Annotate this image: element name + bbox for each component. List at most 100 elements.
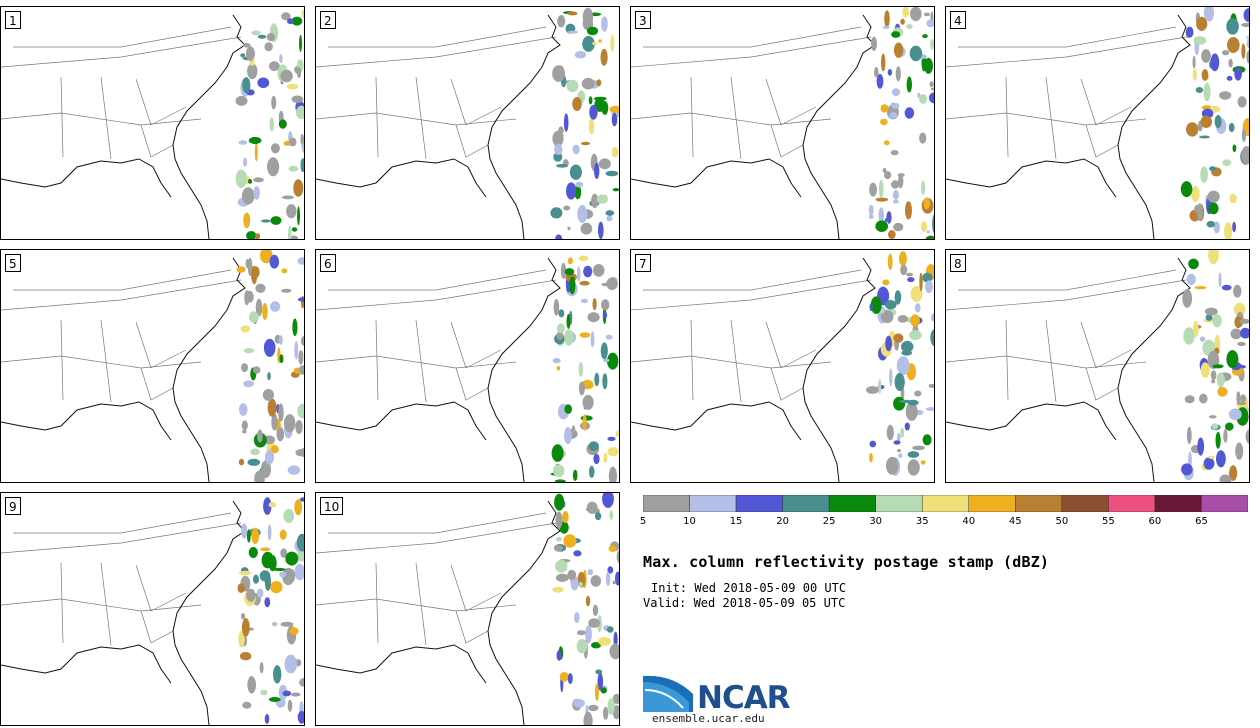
- reflectivity-echo: [572, 469, 578, 481]
- reflectivity-echo: [1246, 50, 1249, 64]
- reflectivity-echo: [588, 618, 600, 628]
- reflectivity-echo: [576, 630, 586, 636]
- reflectivity-echo: [278, 119, 287, 129]
- reflectivity-echo: [1226, 18, 1239, 35]
- reflectivity-echo: [1208, 202, 1219, 215]
- reflectivity-echo: [555, 559, 568, 573]
- reflectivity-echo: [238, 458, 245, 466]
- reflectivity-echo: [298, 365, 304, 375]
- reflectivity-echo: [888, 230, 896, 239]
- reflectivity-echo: [1229, 465, 1238, 481]
- colorbar-tick: 45: [1008, 516, 1022, 527]
- reflectivity-echo: [278, 335, 283, 345]
- reflectivity-echo: [1214, 115, 1222, 129]
- reflectivity-echo: [1199, 135, 1210, 139]
- reflectivity-echo: [587, 312, 600, 323]
- reflectivity-echo: [612, 580, 617, 585]
- reflectivity-echo: [609, 105, 619, 113]
- reflectivity-echo: [271, 95, 277, 110]
- reflectivity-echo: [869, 453, 873, 463]
- reflectivity-echo: [878, 207, 884, 224]
- reflectivity-echo: [280, 69, 293, 83]
- reflectivity-echo: [284, 414, 296, 433]
- coastline: [1, 257, 246, 482]
- reflectivity-echo: [906, 76, 912, 93]
- colorbar-segment: [968, 495, 1016, 512]
- reflectivity-echo: [257, 429, 263, 443]
- reflectivity-echo: [253, 574, 259, 584]
- reflectivity-echo: [566, 314, 571, 329]
- reflectivity-echo: [270, 445, 279, 454]
- panel-label: 8: [950, 254, 966, 272]
- reflectivity-echo: [289, 235, 299, 239]
- figure-title: Max. column reflectivity postage stamp (…: [643, 553, 1050, 571]
- reflectivity-echo: [1212, 314, 1222, 328]
- reflectivity-echo: [555, 573, 569, 582]
- reflectivity-echo: [284, 654, 298, 674]
- reflectivity-echo: [594, 96, 607, 101]
- reflectivity-echo: [553, 152, 563, 162]
- reflectivity-echo: [926, 230, 930, 234]
- reflectivity-echo: [281, 268, 288, 274]
- reflectivity-echo: [869, 182, 877, 197]
- reflectivity-echo: [578, 255, 589, 262]
- reflectivity-echo: [893, 333, 904, 343]
- reflectivity-echo: [900, 427, 905, 439]
- reflectivity-echo: [866, 386, 879, 394]
- reflectivity-echo: [241, 618, 250, 637]
- reflectivity-echo: [868, 214, 874, 219]
- reflectivity-echo: [247, 458, 261, 466]
- reflectivity-echo: [555, 511, 563, 529]
- reflectivity-echo: [1235, 442, 1244, 460]
- reflectivity-echo: [1200, 362, 1210, 378]
- reflectivity-echo: [270, 581, 283, 594]
- map-panel-8: 8: [945, 249, 1250, 483]
- reflectivity-echo: [1237, 341, 1246, 347]
- basemap-9: [1, 497, 304, 725]
- reflectivity-echo: [603, 358, 610, 363]
- reflectivity-echo: [1193, 36, 1207, 45]
- reflectivity-echo: [588, 441, 599, 452]
- reflectivity-echo: [580, 222, 593, 235]
- reflectivity-echo: [601, 16, 608, 32]
- reflectivity-echo: [287, 568, 296, 583]
- reflectivity-echo: [278, 403, 284, 422]
- reflectivity-echo: [572, 97, 582, 111]
- colorbar-segment: [1154, 495, 1202, 512]
- reflectivity-echo: [264, 572, 271, 591]
- reflectivity-echo: [242, 42, 251, 48]
- reflectivity-echo: [583, 711, 593, 725]
- reflectivity-echo: [238, 630, 245, 648]
- reflectivity-echo: [1219, 474, 1232, 482]
- reflectivity-echo: [594, 683, 599, 701]
- map-panel-3: 3: [630, 6, 935, 240]
- reflectivity-echo: [563, 113, 569, 132]
- reflectivity-echo: [601, 101, 609, 115]
- colorbar-segment: [643, 495, 690, 512]
- reflectivity-echo: [271, 413, 278, 431]
- reflectivity-echo: [276, 427, 285, 442]
- reflectivity-echo: [1246, 39, 1249, 49]
- reflectivity-echo: [285, 551, 299, 566]
- reflectivity-echo: [242, 429, 247, 434]
- colorbar-tick: 55: [1102, 516, 1115, 527]
- reflectivity-echo: [1218, 272, 1222, 288]
- reflectivity-echo: [591, 193, 599, 209]
- reflectivity-echo: [264, 450, 275, 465]
- colorbar-tick: 65: [1195, 516, 1208, 527]
- reflectivity-echo: [905, 402, 918, 421]
- reflectivity-echo: [1196, 16, 1208, 31]
- reflectivity-echo: [1228, 58, 1233, 68]
- reflectivity-echo: [901, 340, 914, 353]
- reflectivity-echo: [609, 643, 619, 660]
- reflectivity-echo: [553, 464, 565, 478]
- reflectivity-echo: [240, 613, 246, 620]
- reflectivity-echo: [586, 26, 599, 36]
- map-panel-2: 2: [315, 6, 620, 240]
- reflectivity-echo: [598, 39, 602, 43]
- reflectivity-echo: [573, 550, 582, 557]
- reflectivity-echo: [1228, 122, 1235, 133]
- reflectivity-echo: [279, 571, 287, 578]
- reflectivity-echo: [555, 537, 562, 542]
- reflectivity-echo: [567, 673, 573, 685]
